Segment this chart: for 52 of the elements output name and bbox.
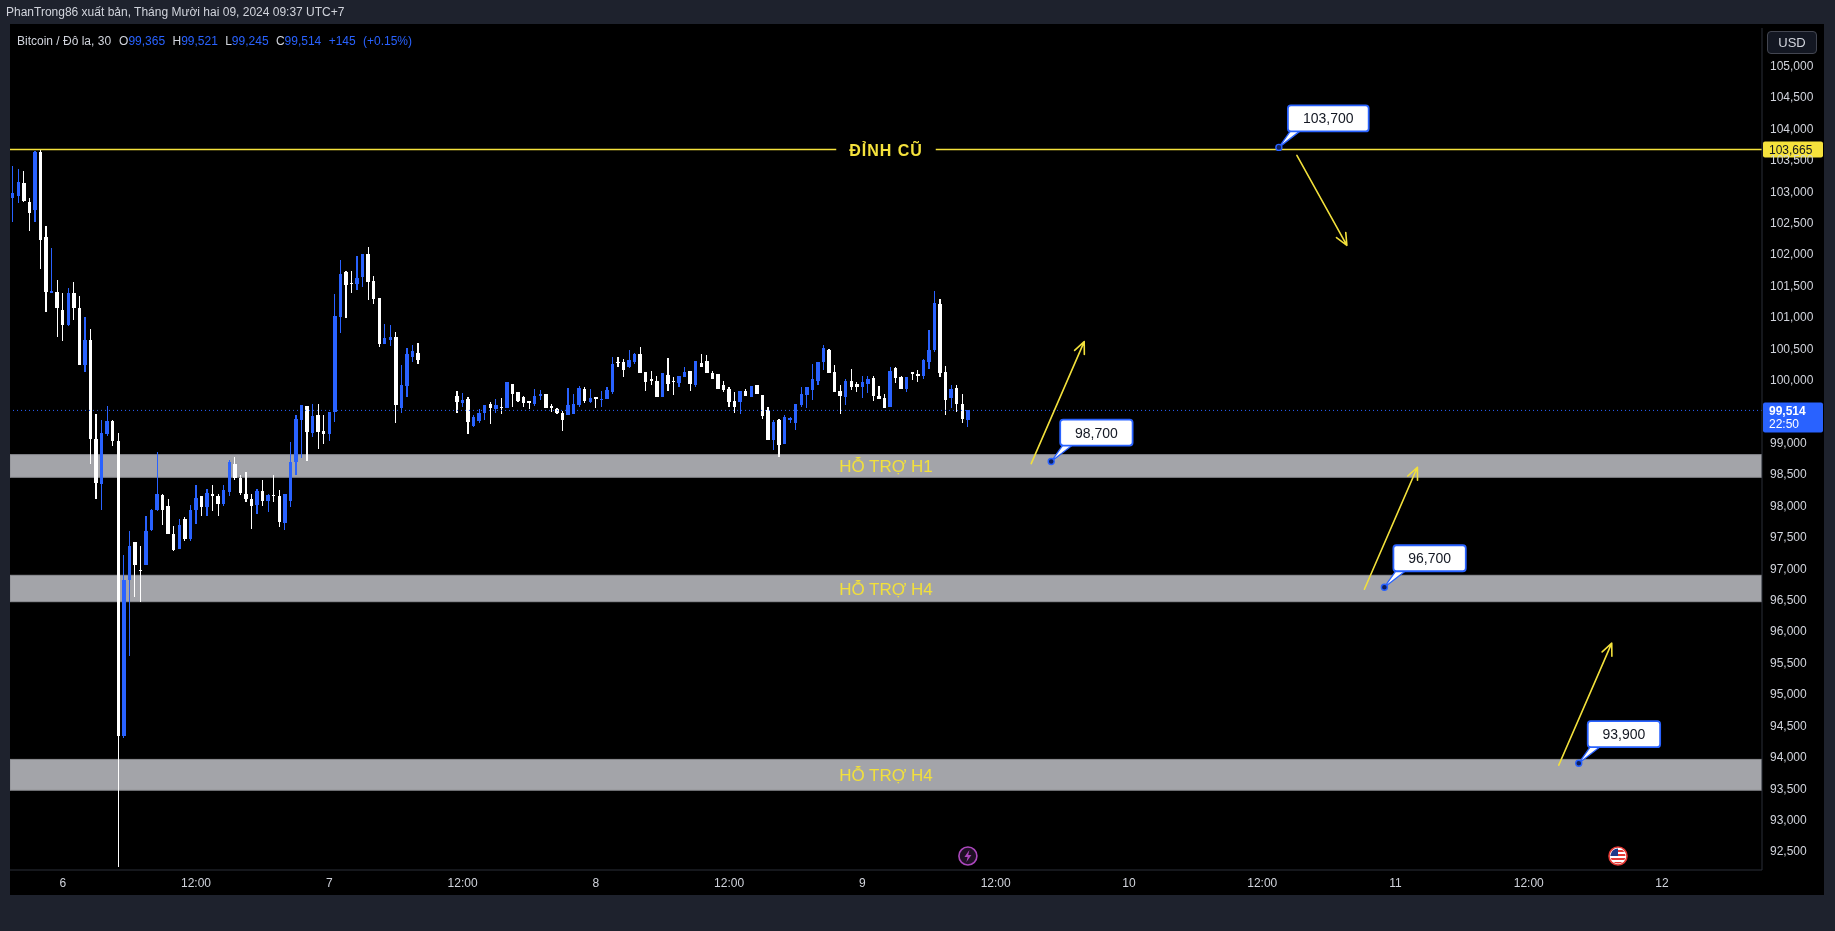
y-tick-label: 104,500 [1770,90,1814,105]
text: Bitcoin / Đô la, 30 [17,34,112,48]
y-tick-label: 104,000 [1770,121,1814,136]
x-tick-label: 11 [1389,875,1403,890]
y-tick-label: 101,000 [1770,310,1814,325]
y-tick-label: 94,000 [1770,750,1808,765]
x-tick-label: 7 [325,875,333,890]
x-tick-label: 6 [59,875,67,890]
annotation: 98,700 [1074,424,1119,441]
y-tick-label: 93,500 [1770,781,1808,796]
x-tick-label: 12:00 [181,875,212,890]
text: 103,665 [1769,142,1813,157]
x-tick-label: 10 [1122,875,1136,890]
y-tick-label: 98,000 [1770,498,1808,513]
x-tick-label: 8 [592,875,600,890]
y-tick-label: 102,000 [1770,247,1814,262]
y-tick-label: 101,500 [1770,278,1814,293]
x-tick-label: 9 [859,875,867,890]
band-label: HỖ TRỢ H1 [839,457,933,476]
x-tick-label: 12:00 [447,875,478,890]
text: 22:50 [1769,417,1800,432]
ref-line-label: ĐỈNH CŨ [849,139,923,159]
y-tick-label: 95,500 [1770,655,1808,670]
text: 99,514 [1769,403,1807,418]
x-tick-label: 12:00 [714,875,745,890]
x-tick-label: 12:00 [980,875,1012,890]
y-tick-label: 100,500 [1770,341,1814,356]
y-tick-label: 96,000 [1770,624,1808,639]
text: PhanTrong86 xuất bản, Tháng Mười hai 09, 2024 09:37 UTC+7 [6,5,345,19]
y-tick-label: 94,500 [1770,718,1808,733]
band-label: HỖ TRỢ H4 [839,765,933,785]
band-label: HỖ TRỢ H4 [839,579,933,599]
x-tick-label: 12 [1655,875,1670,890]
annotation: 103,700 [1302,110,1354,127]
y-tick-label: 93,000 [1770,812,1808,827]
text: O99,365 H99,521 L99,245 C99,514 +145 (+0.15%) [119,34,413,48]
y-tick-label: 97,500 [1770,530,1808,545]
y-tick-label: 102,500 [1770,216,1814,231]
y-tick-label: 95,000 [1770,687,1808,702]
y-tick-label: 99,000 [1770,435,1808,450]
y-tick-label: 100,000 [1770,373,1814,388]
y-tick-label: 97,000 [1770,561,1808,576]
y-tick-label: 98,500 [1770,467,1808,482]
annotation: 96,700 [1408,550,1452,567]
y-tick-label: 105,000 [1770,58,1814,73]
x-tick-label: 12:00 [1513,875,1545,890]
y-tick-label: 92,500 [1770,844,1808,859]
y-axis-title: USD [1778,35,1806,50]
annotation: 93,900 [1602,726,1646,743]
y-tick-label: 103,000 [1770,184,1814,199]
y-tick-label: 96,500 [1770,593,1808,608]
x-tick-label: 12:00 [1247,875,1278,890]
